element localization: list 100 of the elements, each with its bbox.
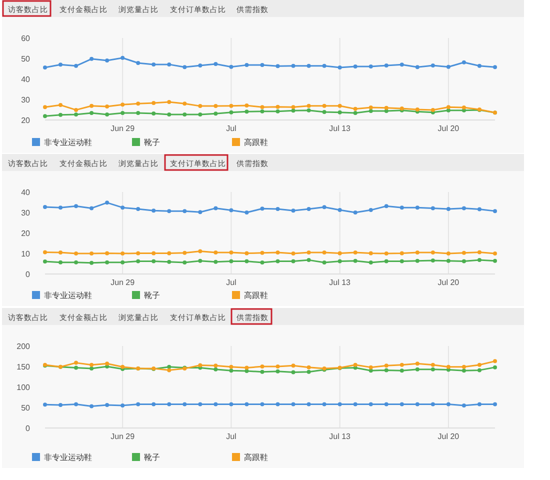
legend-label: 高跟鞋 (244, 138, 268, 147)
point (462, 206, 466, 210)
point (306, 250, 311, 254)
point (384, 204, 388, 208)
point (58, 206, 63, 210)
point (276, 402, 280, 406)
point (368, 260, 373, 265)
point (306, 402, 311, 406)
point (182, 112, 187, 116)
point (306, 108, 311, 112)
point (167, 402, 172, 406)
y-tick-label: 30 (21, 96, 31, 104)
point (322, 64, 326, 68)
point (74, 402, 78, 406)
point (167, 251, 172, 256)
point (198, 112, 202, 116)
point (493, 402, 497, 406)
point (136, 207, 140, 212)
point (260, 250, 264, 255)
y-tick-label: 50 (21, 404, 31, 412)
point (462, 368, 466, 373)
point (244, 103, 249, 108)
point (430, 402, 435, 406)
point (136, 102, 140, 106)
point (276, 364, 280, 368)
point (214, 62, 218, 66)
point (338, 259, 342, 264)
point (136, 251, 140, 256)
point (136, 61, 140, 66)
point (384, 63, 388, 68)
point (291, 370, 296, 374)
point (152, 62, 156, 66)
legend-label: 靴子 (144, 453, 160, 462)
point (400, 62, 404, 67)
point (477, 64, 482, 68)
point (152, 111, 156, 116)
point (446, 105, 450, 110)
x-tick-label: Jul 13 (329, 278, 352, 287)
point (322, 250, 326, 254)
point (368, 365, 373, 370)
point (58, 260, 63, 264)
legend-label: 非专业运动鞋 (44, 291, 92, 300)
y-tick-label: 100 (16, 383, 31, 392)
x-tick-label: Jul 13 (329, 124, 352, 133)
point (384, 402, 388, 406)
point (384, 252, 388, 256)
point (74, 366, 78, 370)
point (446, 108, 450, 112)
point (214, 250, 218, 254)
point (276, 109, 280, 114)
point (244, 366, 249, 370)
point (368, 64, 373, 68)
point (90, 111, 94, 116)
x-tick-label: Jul 20 (438, 432, 460, 441)
point (400, 259, 404, 264)
point (120, 252, 125, 256)
point (415, 402, 420, 406)
point (105, 112, 110, 116)
point (446, 252, 450, 256)
point (198, 104, 202, 108)
point (244, 402, 249, 406)
point (260, 260, 264, 265)
point (90, 104, 94, 108)
point (74, 112, 78, 116)
point (74, 204, 78, 208)
point (260, 105, 264, 110)
point (306, 64, 311, 68)
point (322, 402, 326, 406)
point (415, 65, 420, 70)
point (291, 364, 296, 368)
point (105, 403, 110, 408)
x-tick-label: Jul 20 (438, 278, 460, 287)
point (291, 64, 296, 68)
point (90, 362, 94, 367)
point (105, 104, 110, 108)
legend-label: 靴子 (144, 138, 160, 147)
point (338, 208, 342, 212)
point (276, 369, 280, 374)
point (415, 258, 420, 263)
point (322, 104, 326, 108)
point (430, 367, 435, 372)
point (353, 64, 358, 68)
point (338, 104, 342, 108)
point (244, 110, 249, 114)
point (400, 251, 404, 256)
point (244, 369, 249, 374)
point (167, 209, 172, 214)
point (322, 260, 326, 265)
point (43, 259, 47, 264)
y-tick-label: 50 (21, 54, 31, 64)
point (167, 368, 172, 372)
point (400, 402, 404, 406)
point (477, 207, 482, 212)
point (167, 364, 172, 369)
point (493, 209, 497, 214)
point (384, 368, 388, 372)
point (74, 64, 78, 68)
point (90, 404, 94, 408)
point (276, 207, 280, 212)
point (462, 364, 466, 369)
